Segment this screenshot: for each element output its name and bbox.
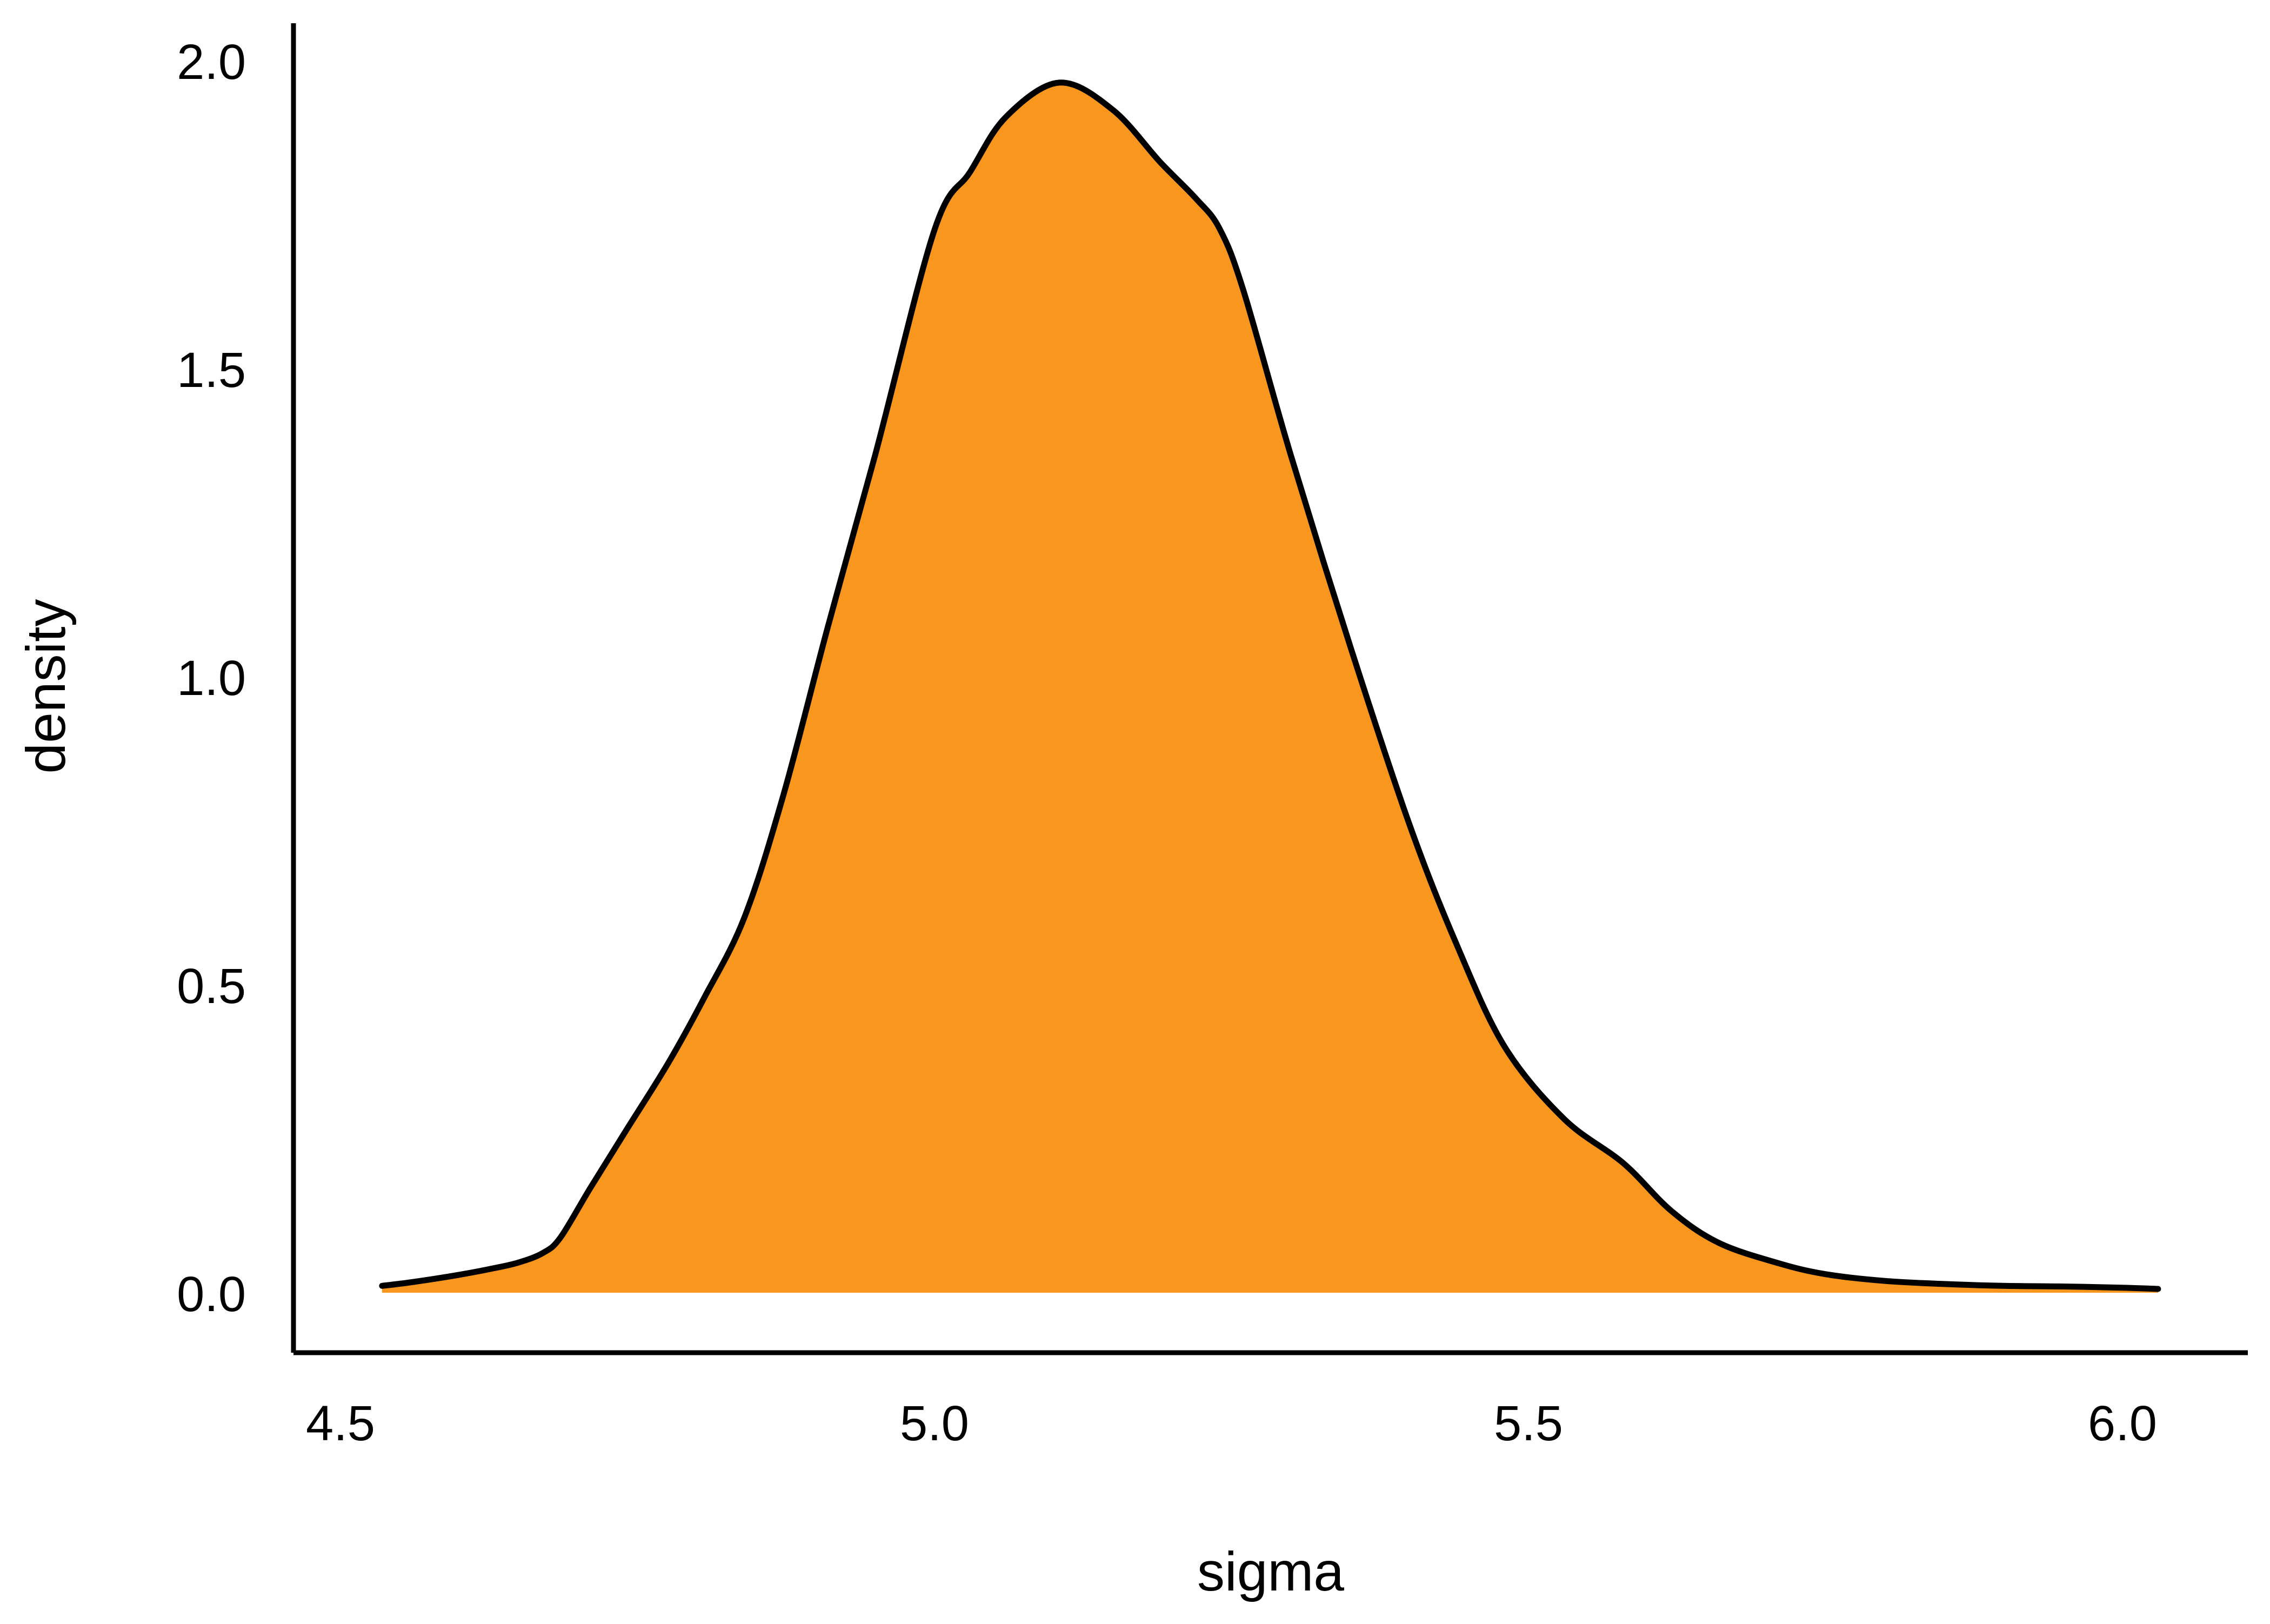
y-axis-tick-labels: 0.0 0.5 1.0 1.5 2.0: [177, 35, 246, 1322]
x-tick-label: 5.0: [900, 1396, 969, 1451]
y-tick-label: 0.5: [177, 959, 246, 1014]
density-area-fill: [382, 82, 2158, 1293]
x-tick-label: 5.5: [1494, 1396, 1563, 1451]
density-curve-outline: [379, 79, 2161, 1292]
y-tick-label: 2.0: [177, 35, 246, 90]
y-tick-label: 1.0: [177, 651, 246, 706]
y-tick-label: 1.5: [177, 343, 246, 398]
y-axis-title: density: [15, 599, 77, 773]
x-tick-label: 4.5: [306, 1396, 375, 1451]
x-axis-tick-labels: 4.5 5.0 5.5 6.0: [306, 1396, 2157, 1451]
x-axis-title: sigma: [1197, 1541, 1344, 1602]
y-tick-label: 0.0: [177, 1267, 246, 1322]
x-tick-label: 6.0: [2088, 1396, 2157, 1451]
